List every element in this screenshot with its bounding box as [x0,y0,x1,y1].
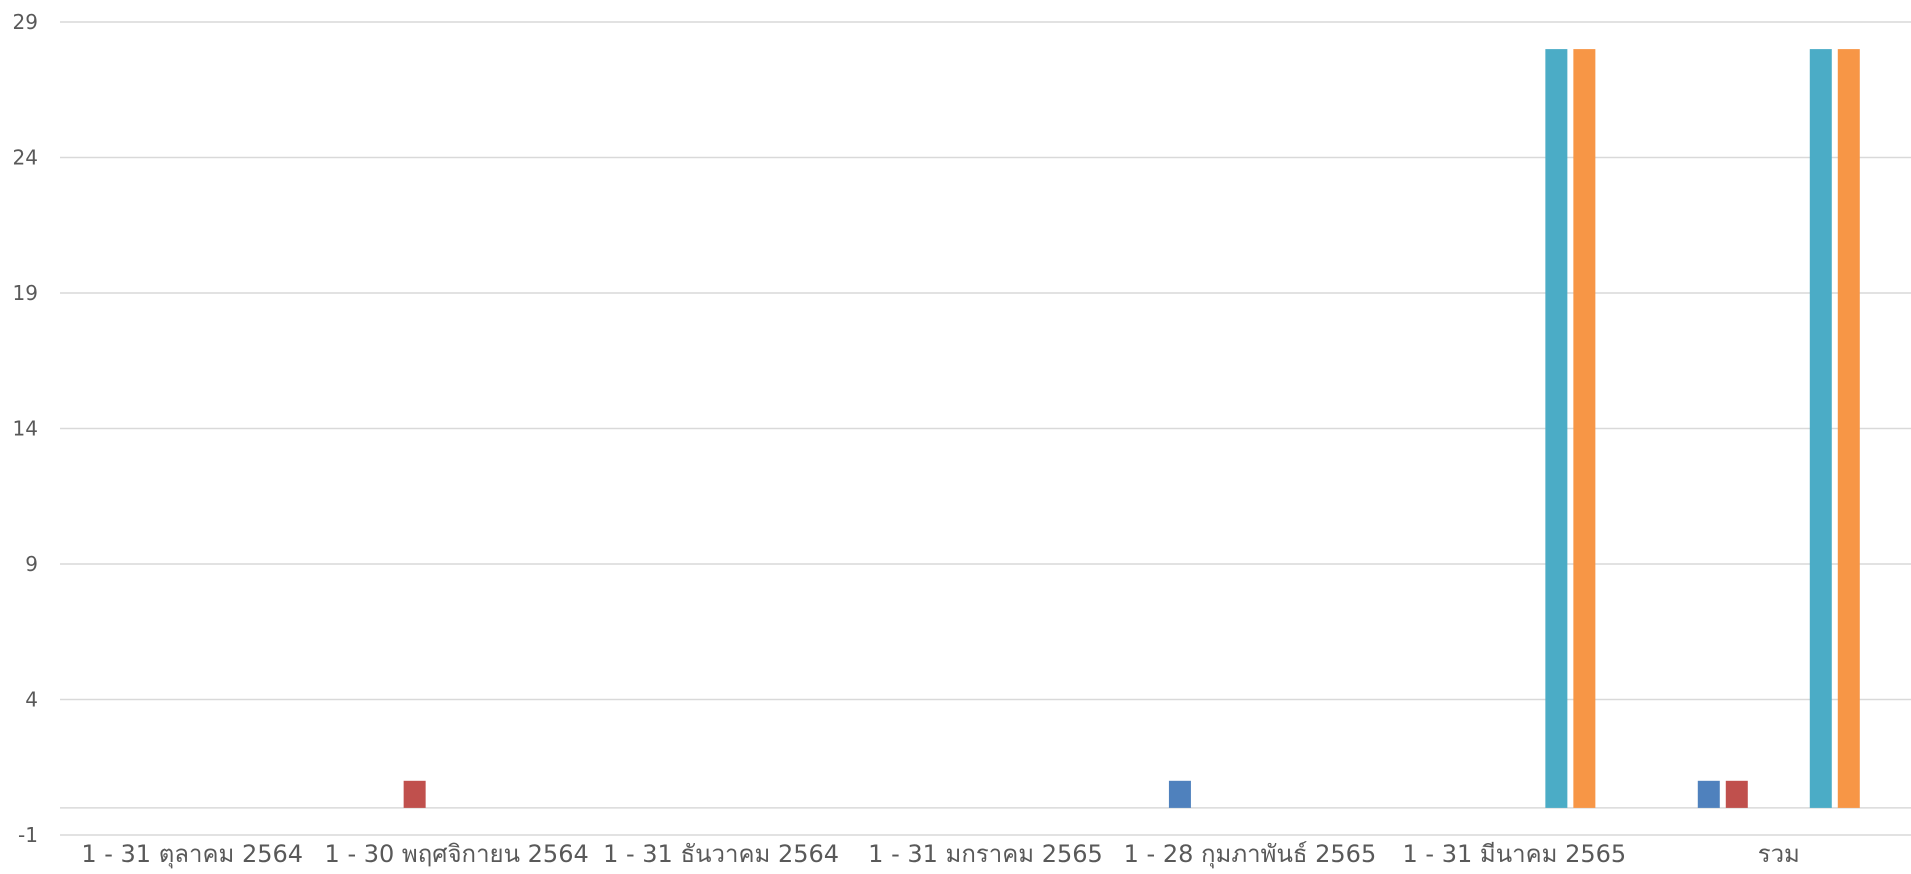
y-tick-label: 14 [13,417,38,441]
x-category-label: 1 - 31 มกราคม 2565 [868,840,1103,868]
x-category-label: 1 - 31 ธันวาคม 2564 [603,840,839,868]
y-tick-label: -1 [18,823,38,847]
y-axis-tick-labels: -1 4 9 14 19 24 29 [13,10,38,847]
y-tick-label: 24 [13,146,38,170]
x-axis-tick-labels: 1 - 31 ตุลาคม 2564 1 - 30 พฤศจิกายน 2564 1… [81,840,1800,869]
gridlines [60,21,1911,836]
y-tick-label: 19 [13,281,38,305]
bar-series-1-cat-7 [1697,780,1720,808]
x-category-label: รวม [1758,840,1800,868]
bar-series-2-cat-2 [403,780,426,808]
x-category-label: 1 - 31 ตุลาคม 2564 [81,840,303,869]
x-category-label: 1 - 31 มีนาคม 2565 [1403,840,1627,868]
x-category-label: 1 - 28 กุมภาพันธ์ 2565 [1124,840,1377,869]
y-tick-label: 29 [13,10,38,34]
y-tick-label: 4 [25,688,38,712]
bar-series-6-cat-6 [1573,49,1596,808]
x-category-label: 1 - 30 พฤศจิกายน 2564 [325,840,589,868]
bar-series-2-cat-7 [1725,780,1748,808]
bar-series-6-cat-7 [1837,49,1860,808]
bar-series-1-cat-5 [1168,780,1191,808]
y-tick-label: 9 [25,552,38,576]
bar-series-5-cat-6 [1545,49,1568,808]
bars [403,49,1860,808]
bar-series-5-cat-7 [1809,49,1832,808]
